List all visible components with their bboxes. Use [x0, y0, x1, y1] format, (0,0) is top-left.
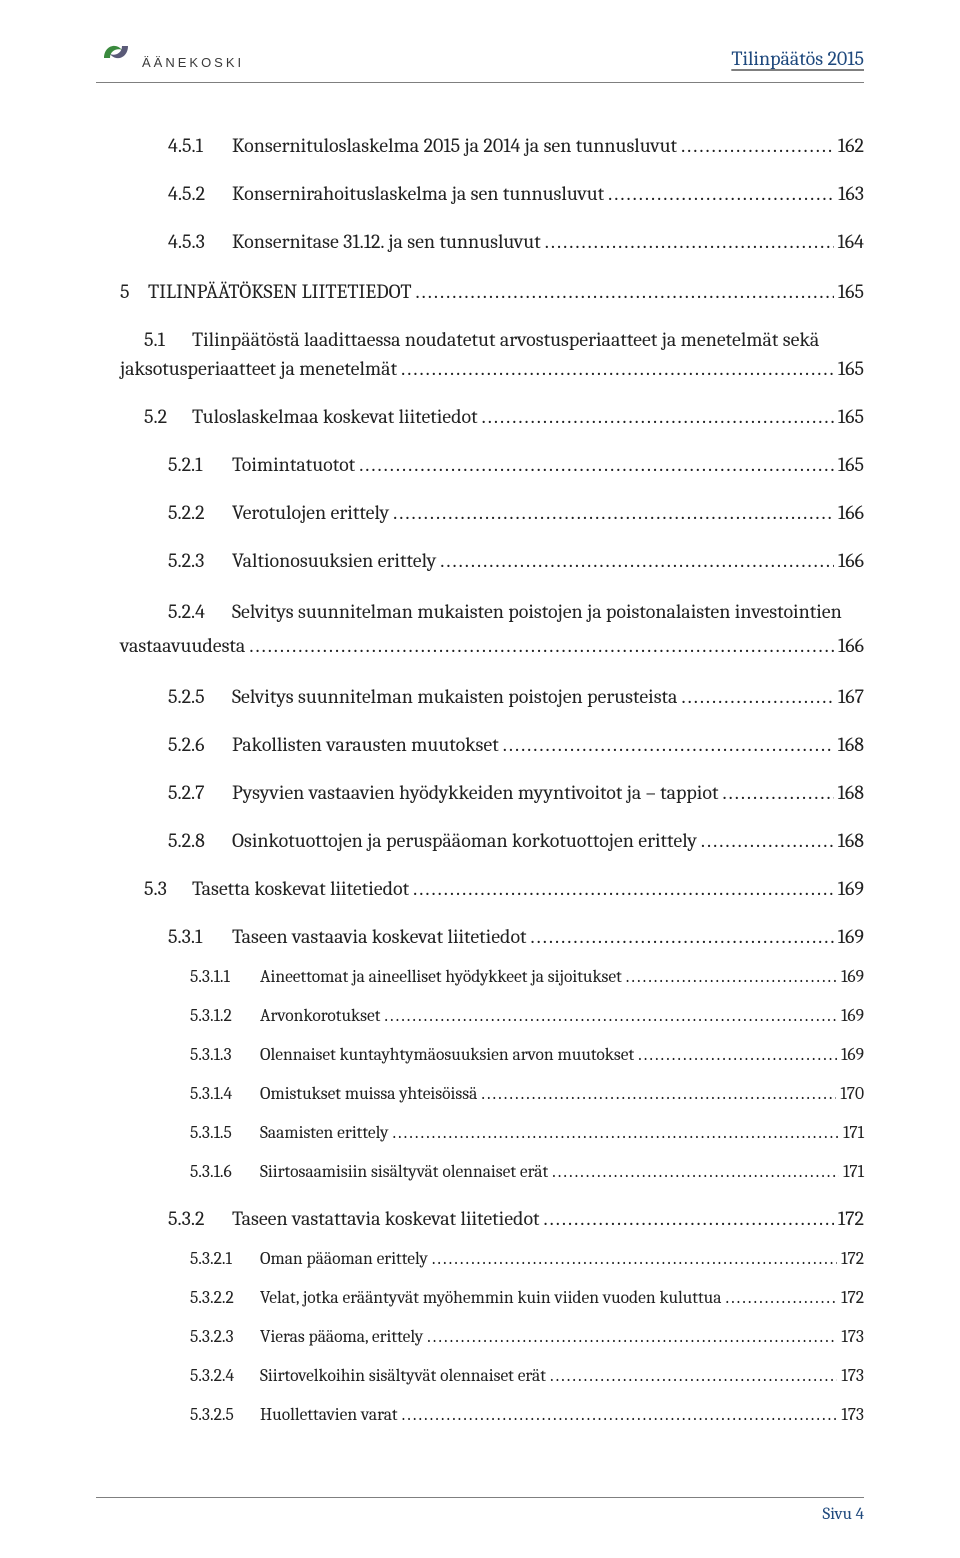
toc-entry: 5.2.4Selvitys suunnitelman mukaisten poi…	[168, 597, 864, 661]
toc-entry: 5.2Tuloslaskelmaa koskevat liitetiedot 1…	[144, 405, 864, 429]
toc-entry: 5.3.2.3Vieras pääoma, erittely 173	[190, 1327, 864, 1348]
toc-entry: 5.3.2Taseen vastattavia koskevat liiteti…	[168, 1207, 864, 1231]
toc-entry: 5.2.1Toimintatuotot 165	[168, 453, 864, 477]
toc-entry: 5TILINPÄÄTÖKSEN LIITETIEDOT 165	[120, 280, 864, 304]
toc-entry: 5.2.6Pakollisten varausten muutokset 168	[168, 733, 864, 757]
header-rule	[96, 82, 864, 83]
toc-entry: 5.2.3Valtionosuuksien erittely 166	[168, 549, 864, 573]
toc-entry: 5.3.1.3Olennaiset kuntayhtymäosuuksien a…	[190, 1045, 864, 1066]
dot-leader	[681, 134, 834, 158]
toc-entry: 5.3.1.1Aineettomat ja aineelliset hyödyk…	[190, 967, 864, 988]
logo-icon	[96, 34, 136, 70]
document-title: Tilinpäätös 2015	[731, 47, 864, 70]
toc-entry: 4.5.3Konsernitase 31.12. ja sen tunnuslu…	[168, 230, 864, 254]
footer-rule	[96, 1497, 864, 1498]
logo-text: ÄÄNEKOSKI	[142, 55, 244, 70]
toc-entry: 5.3.2.2Velat, jotka erääntyvät myöhemmin…	[190, 1288, 864, 1309]
toc-entry: 5.3.1.5Saamisten erittely 171	[190, 1123, 864, 1144]
toc-entry: 5.3.2.4Siirtovelkoihin sisältyvät olenna…	[190, 1366, 864, 1387]
toc-entry: 4.5.1Konsernituloslaskelma 2015 ja 2014 …	[168, 134, 864, 158]
toc-entry: 5.2.5Selvitys suunnitelman mukaisten poi…	[168, 685, 864, 709]
toc-page: 162	[838, 134, 864, 158]
toc-entry: 5.2.8Osinkotuottojen ja peruspääoman kor…	[168, 829, 864, 853]
toc-entry: 5.2.7Pysyvien vastaavien hyödykkeiden my…	[168, 781, 864, 805]
toc-entry: 4.5.2Konsernirahoituslaskelma ja sen tun…	[168, 182, 864, 206]
toc-entry: 5.3.1.2Arvonkorotukset 169	[190, 1006, 864, 1027]
toc-entry: 5.1Tilinpäätöstä laadittaessa noudatetut…	[144, 328, 864, 381]
toc-entry: 5.3.2.5Huollettavien varat 173	[190, 1405, 864, 1426]
toc-entry: 5.3.1.4Omistukset muissa yhteisöissä 170	[190, 1084, 864, 1105]
toc-entry: 5.3.1.6Siirtosaamisiin sisältyvät olenna…	[190, 1162, 864, 1183]
page-header: ÄÄNEKOSKI Tilinpäätös 2015	[96, 34, 864, 70]
toc-entry: 5.3.1Taseen vastaavia koskevat liitetied…	[168, 925, 864, 949]
logo: ÄÄNEKOSKI	[96, 34, 244, 70]
toc-entry: 5.2.2Verotulojen erittely 166	[168, 501, 864, 525]
toc-entry: 5.3Tasetta koskevat liitetiedot 169	[144, 877, 864, 901]
table-of-contents: 4.5.1Konsernituloslaskelma 2015 ja 2014 …	[120, 134, 864, 1426]
page-number: Sivu 4	[823, 1505, 864, 1524]
toc-entry: 5.3.2.1Oman pääoman erittely 172	[190, 1249, 864, 1270]
